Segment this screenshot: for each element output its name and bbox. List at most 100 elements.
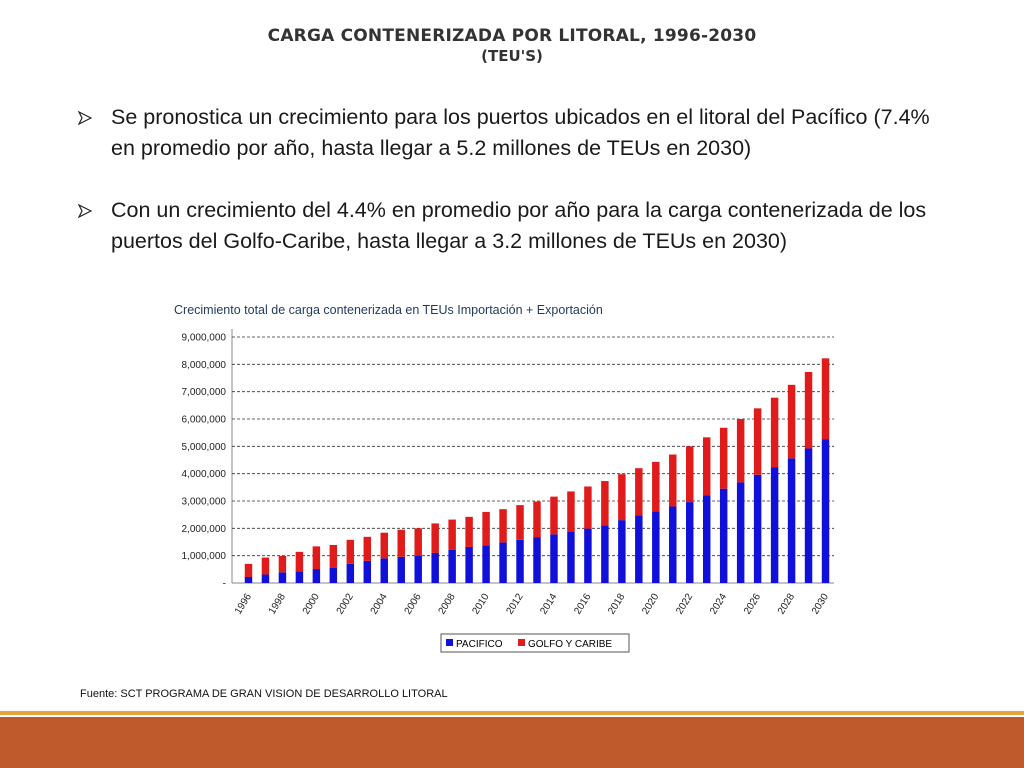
bar-golfo-caribe-1997 xyxy=(261,557,270,575)
y-tick-label: 9,000,000 xyxy=(182,333,227,344)
y-tick-label: 2,000,000 xyxy=(182,524,227,535)
legend-label-pacifico: PACIFICO xyxy=(456,639,503,650)
bar-golfo-caribe-2019 xyxy=(635,468,643,516)
legend-swatch-golfo xyxy=(518,639,525,646)
bar-pacifico-2014 xyxy=(550,534,558,583)
bar-pacifico-2009 xyxy=(465,546,473,583)
bar-golfo-caribe-2000 xyxy=(312,546,321,570)
bar-pacifico-2002 xyxy=(346,563,355,583)
chart-title: Crecimiento total de carga contenerizada… xyxy=(174,303,603,317)
bar-pacifico-2024 xyxy=(719,488,728,583)
bar-golfo-caribe-2009 xyxy=(465,516,473,547)
bar-pacifico-2008 xyxy=(448,549,456,583)
bar-golfo-caribe-2006 xyxy=(414,528,422,556)
bar-pacifico-2022 xyxy=(686,502,694,583)
bullet-list: Se pronostica un crecimiento para los pu… xyxy=(78,102,958,257)
y-tick-labels: - 1,000,000 2,000,000 3,000,000 4,000,000 5,0… xyxy=(182,333,227,590)
bar-golfo-caribe-2012 xyxy=(516,505,524,540)
bar-pacifico-2015 xyxy=(567,531,575,583)
bar-pacifico-2018 xyxy=(618,520,626,583)
bar-pacifico-2027 xyxy=(770,467,779,583)
x-tick-label: 2014 xyxy=(538,591,559,616)
y-tick-label: 8,000,000 xyxy=(182,360,227,371)
x-tick-label: 2020 xyxy=(640,591,661,616)
x-tick-label: 2002 xyxy=(335,591,356,616)
bar-golfo-caribe-2020 xyxy=(652,461,660,512)
slide-title: CARGA CONTENERIZADA POR LITORAL, 1996-20… xyxy=(267,26,757,46)
bar-pacifico-2006 xyxy=(414,555,422,583)
bar-golfo-caribe-2015 xyxy=(567,491,575,532)
slide-subtitle: (TEU'S) xyxy=(481,47,543,65)
bar-golfo-caribe-2028 xyxy=(787,384,796,459)
bar-golfo-caribe-2004 xyxy=(380,532,388,559)
x-tick-label: 2000 xyxy=(301,591,322,616)
x-tick-label: 1998 xyxy=(267,591,288,616)
x-tick-label: 2028 xyxy=(776,591,797,616)
bar-pacifico-2012 xyxy=(516,539,524,583)
bar-pacifico-2000 xyxy=(312,569,321,583)
stacked-bar-chart: Crecimiento total de carga contenerizada… xyxy=(174,303,834,653)
x-tick-label: 2024 xyxy=(708,591,729,616)
y-tick-label: 1,000,000 xyxy=(182,551,227,562)
bar-golfo-caribe-2023 xyxy=(702,437,711,496)
x-tick-label: 2010 xyxy=(471,591,492,616)
y-tick-label: 7,000,000 xyxy=(182,387,227,398)
bar-golfo-caribe-2005 xyxy=(397,529,405,557)
y-tick-label: - xyxy=(223,579,226,590)
bar-golfo-caribe-2002 xyxy=(346,539,355,564)
bar-golfo-caribe-1999 xyxy=(295,551,304,572)
bar-golfo-caribe-2022 xyxy=(686,446,694,503)
x-tick-label: 2030 xyxy=(810,591,831,616)
x-tick-labels: 1996 1998 2000 2002 2004 2006 2008 2010 2012 2014… xyxy=(233,591,831,616)
bar-pacifico-2007 xyxy=(431,552,439,583)
x-tick-label: 2018 xyxy=(606,591,627,616)
bar-pacifico-2025 xyxy=(736,482,745,583)
bar-pacifico-2030 xyxy=(821,439,830,583)
bar-pacifico-2003 xyxy=(363,560,372,583)
bar-pacifico-2004 xyxy=(380,558,388,583)
bar-golfo-caribe-2017 xyxy=(601,481,609,526)
x-tick-label: 2008 xyxy=(437,591,458,616)
bar-pacifico-2023 xyxy=(702,495,711,583)
x-tick-label: 2026 xyxy=(742,591,763,616)
footer-accent-line xyxy=(0,711,1024,715)
bar-pacifico-2017 xyxy=(601,525,609,583)
x-tick-label: 2006 xyxy=(403,591,424,616)
x-tick-label: 2016 xyxy=(572,591,593,616)
bar-golfo-caribe-2016 xyxy=(584,486,592,529)
legend-frame xyxy=(440,633,630,653)
bar-pacifico-2021 xyxy=(669,506,677,583)
bar-pacifico-2029 xyxy=(804,448,813,583)
x-tick-label: 1996 xyxy=(233,591,254,616)
x-tick-label: 2022 xyxy=(674,591,695,616)
bar-golfo-caribe-2029 xyxy=(804,371,813,449)
bar-golfo-caribe-2025 xyxy=(736,419,745,483)
bar-pacifico-2019 xyxy=(635,515,643,583)
chart: Crecimiento total de carga contenerizada… xyxy=(160,296,850,658)
bullet-text: Se pronostica un crecimiento para los pu… xyxy=(111,105,930,160)
legend-swatch-pacifico xyxy=(446,639,453,646)
bar-golfo-caribe-2018 xyxy=(618,474,626,521)
bar-golfo-caribe-2026 xyxy=(753,408,762,475)
bar-pacifico-1996 xyxy=(244,576,253,583)
bar-golfo-caribe-2007 xyxy=(431,523,439,553)
bars xyxy=(244,358,830,583)
bar-pacifico-1997 xyxy=(261,574,270,583)
bar-golfo-caribe-2010 xyxy=(482,511,490,546)
bar-pacifico-1998 xyxy=(278,572,287,583)
bar-pacifico-1999 xyxy=(295,571,304,583)
bar-golfo-caribe-2008 xyxy=(448,519,456,550)
bar-golfo-caribe-2003 xyxy=(363,536,372,561)
bar-golfo-caribe-2024 xyxy=(719,427,728,489)
y-tick-label: 6,000,000 xyxy=(182,415,227,426)
source-note: Fuente: SCT PROGRAMA DE GRAN VISION DE D… xyxy=(80,688,448,700)
bar-golfo-caribe-1996 xyxy=(244,563,253,577)
legend: PACIFICO GOLFO Y CARIBE xyxy=(440,633,630,653)
arrow-bullet-icon xyxy=(78,204,92,218)
bar-golfo-caribe-2030 xyxy=(821,358,830,440)
y-tick-label: 5,000,000 xyxy=(182,442,227,453)
bar-golfo-caribe-2011 xyxy=(499,509,507,543)
bullet-text: Con un crecimiento del 4.4% en promedio … xyxy=(111,198,927,253)
bar-pacifico-2013 xyxy=(533,537,541,583)
bar-pacifico-2020 xyxy=(652,511,660,583)
